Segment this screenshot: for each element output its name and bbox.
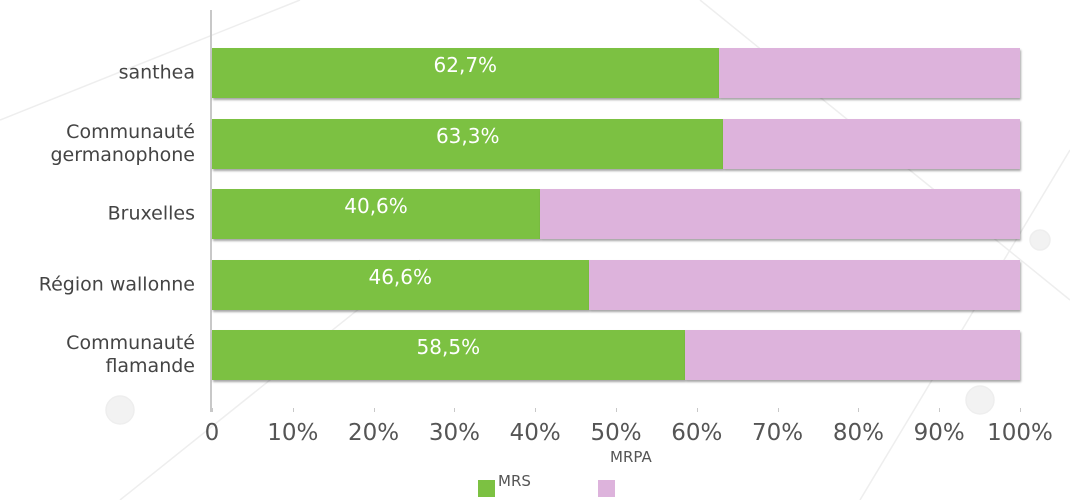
category-label: Communauté germanophone [50,120,195,166]
bar-segment [212,118,724,169]
value-label: 62,7% [433,53,498,77]
value-label: 46,6% [368,264,433,289]
x-tick-mark [373,408,375,412]
x-tick-label: 40% [509,420,561,446]
x-tick-label: 80% [832,420,884,446]
bar-segment [718,48,1020,98]
category-label: Communauté flamande [66,332,195,377]
x-tick-label: 30% [428,420,480,446]
x-tick-mark [292,408,294,412]
value-label: 63,3% [435,123,500,148]
bar-segment [212,189,541,239]
x-tick-label: 100% [987,420,1053,446]
x-tick-mark [777,408,779,412]
x-tick-mark [696,408,698,412]
value-label: 58,5% [416,335,481,359]
x-tick-mark [939,408,941,412]
y-axis-line [210,10,212,412]
x-tick-mark [212,408,213,412]
x-tick-mark [616,408,617,412]
x-tick-label: 60% [671,420,723,446]
category-label: Bruxelles [107,202,195,225]
legend-swatch [598,480,615,497]
x-tick-label: 20% [348,420,400,446]
x-tick-label: 0 [204,420,220,446]
legend-swatch [478,480,495,497]
legend-label: MRPA [610,448,652,466]
bar-segment [212,259,589,310]
bar-segment [540,189,1020,239]
x-tick-label: 50% [590,420,642,446]
category-label: Région wallonne [38,273,195,295]
x-tick-mark [858,408,860,412]
value-label: 40,6% [344,194,408,218]
legend-label: MRS [498,472,531,490]
x-tick-label: 70% [752,420,804,446]
bar-segment [723,118,1020,169]
bar-segment [212,330,685,380]
x-tick-mark [535,408,537,412]
category-label: santhea [118,61,195,84]
bar-segment [588,259,1020,310]
x-tick-mark [1020,408,1021,412]
x-tick-label: 90% [913,420,965,446]
x-tick-mark [454,408,456,412]
x-tick-label: 10% [267,420,319,446]
bar-segment [684,330,1020,380]
bar-segment [212,48,719,98]
